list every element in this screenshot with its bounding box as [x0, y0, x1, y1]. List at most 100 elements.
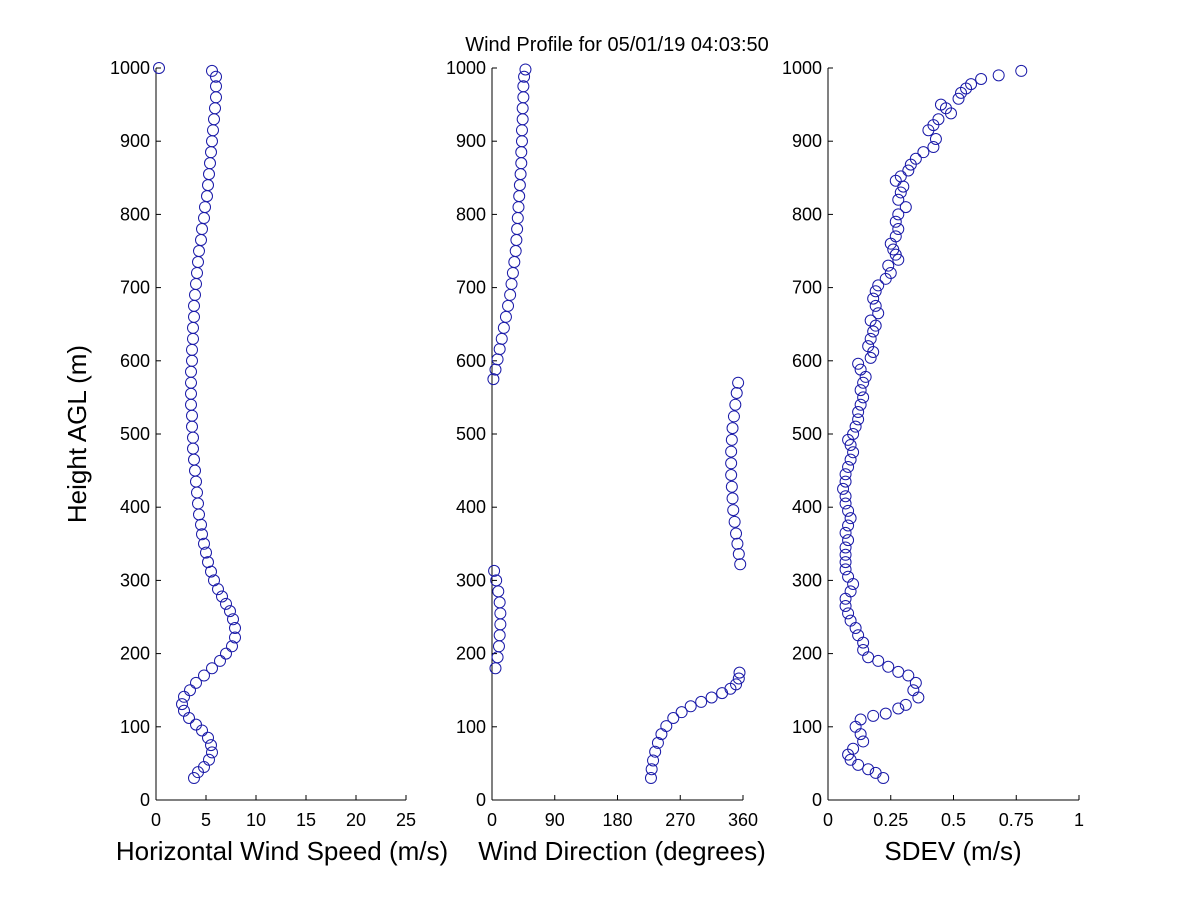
direction-data-point	[725, 468, 738, 481]
sdev-data-point	[869, 285, 882, 298]
sdev-data-point	[842, 607, 855, 620]
sdev-data-point	[839, 556, 852, 569]
speed-x-tick-label: 20	[346, 810, 366, 830]
sdev-x-tick-label: 0.5	[941, 810, 966, 830]
sdev-data-point	[852, 406, 865, 419]
direction-data-point	[732, 548, 745, 561]
direction-data-point	[487, 373, 500, 386]
direction-y-tick-label: 800	[456, 204, 486, 224]
sdev-data-point	[899, 201, 912, 214]
direction-data-point	[725, 445, 738, 458]
direction-data-point	[649, 745, 662, 758]
sdev-y-tick-label: 100	[792, 717, 822, 737]
speed-x-tick-label: 10	[246, 810, 266, 830]
direction-y-tick-label: 1000	[446, 58, 486, 78]
sdev-data-point	[884, 266, 897, 279]
direction-data-point	[644, 772, 657, 785]
sdev-y-tick-label: 300	[792, 570, 822, 590]
sdev-data-point	[892, 193, 905, 206]
sdev-data-point	[932, 113, 945, 126]
figure-title: Wind Profile for 05/01/19 04:03:50	[465, 34, 769, 56]
sdev-data-point	[965, 78, 978, 91]
sdev-data-point	[839, 541, 852, 554]
direction-data-point	[517, 80, 530, 93]
sdev-data-point	[934, 98, 947, 111]
direction-data-point	[725, 457, 738, 470]
direction-x-tick-label: 360	[728, 810, 758, 830]
speed-y-tick-label: 800	[120, 204, 150, 224]
sdev-data-point	[857, 391, 870, 404]
speed-data-point	[220, 597, 232, 610]
direction-y-tick-label: 0	[476, 790, 486, 810]
direction-y-tick-label: 900	[456, 131, 486, 151]
sdev-data-point	[864, 314, 877, 327]
sdev-x-tick-label: 0.25	[873, 810, 908, 830]
sdev-data-point	[852, 357, 865, 370]
sdev-data-point	[892, 208, 905, 221]
direction-data-point	[730, 387, 743, 400]
speed-data-point	[200, 546, 212, 559]
direction-data-point	[705, 691, 718, 704]
sdev-data-point	[839, 475, 852, 488]
sdev-data-point	[857, 643, 870, 656]
sdev-data-point	[839, 548, 852, 561]
sdev-y-tick-label: 700	[792, 278, 822, 298]
speed-data-point	[178, 704, 190, 717]
direction-data-point	[731, 537, 744, 550]
speed-data-point	[214, 654, 226, 667]
speed-data-point	[206, 662, 218, 675]
wind-speed-panel: 0 100 200 300 400 500 600 700 800 900 1000 0 5 10 15 20…	[62, 58, 448, 866]
speed-x-axis-title: Horizontal Wind Speed (m/s)	[116, 836, 448, 866]
direction-data-point	[490, 574, 503, 587]
speed-data-point	[190, 676, 202, 689]
speed-y-tick-label: 400	[120, 497, 150, 517]
sdev-data-point	[842, 460, 855, 473]
speed-data-point	[196, 528, 208, 541]
sdev-x-tick-label: 0.75	[999, 810, 1034, 830]
speed-data-point	[227, 613, 239, 626]
speed-y-tick-label: 0	[140, 790, 150, 810]
direction-data-point	[727, 504, 740, 517]
speed-data-point	[208, 574, 220, 587]
direction-data-point	[684, 700, 697, 713]
direction-data-point	[647, 754, 660, 767]
sdev-y-tick-label: 400	[792, 497, 822, 517]
sdev-x-tick-label: 1	[1074, 810, 1084, 830]
speed-x-tick-label: 0	[151, 810, 161, 830]
speed-y-tick-label: 500	[120, 424, 150, 444]
sdev-data-point	[862, 763, 875, 776]
sdev-data-point	[899, 698, 912, 711]
speed-data-point	[210, 70, 222, 83]
sdev-data-point	[864, 332, 877, 345]
sdev-data-point	[867, 709, 880, 722]
speed-data-point	[229, 621, 241, 634]
sdev-data-point	[839, 563, 852, 576]
sdev-x-axis-title: SDEV (m/s)	[884, 836, 1021, 866]
speed-y-tick-label: 1000	[110, 58, 150, 78]
sdev-data-point	[854, 363, 867, 376]
speed-data-point	[206, 64, 218, 77]
direction-y-tick-label: 300	[456, 570, 486, 590]
sdev-data-point	[849, 420, 862, 433]
direction-data-point	[651, 736, 664, 749]
direction-x-tick-label: 180	[602, 810, 632, 830]
speed-data-point	[190, 718, 202, 731]
sdev-data-point	[909, 676, 922, 689]
sdev-data-point	[847, 446, 860, 459]
sdev-data-point	[894, 186, 907, 199]
direction-data-point	[725, 480, 738, 493]
sdev-data-point	[854, 713, 867, 726]
sdev-data-point	[852, 629, 865, 642]
direction-data-point	[728, 515, 741, 528]
speed-data-point	[224, 605, 236, 618]
speed-data-point	[202, 556, 214, 569]
direction-y-tick-label: 200	[456, 644, 486, 664]
speed-data-point	[205, 739, 217, 752]
sdev-data-point	[882, 660, 895, 673]
sdev-data-point	[917, 146, 930, 159]
sdev-y-tick-label: 500	[792, 424, 822, 444]
sdev-data-point	[839, 497, 852, 510]
direction-data-point	[734, 558, 747, 571]
sdev-data-point	[864, 351, 877, 364]
